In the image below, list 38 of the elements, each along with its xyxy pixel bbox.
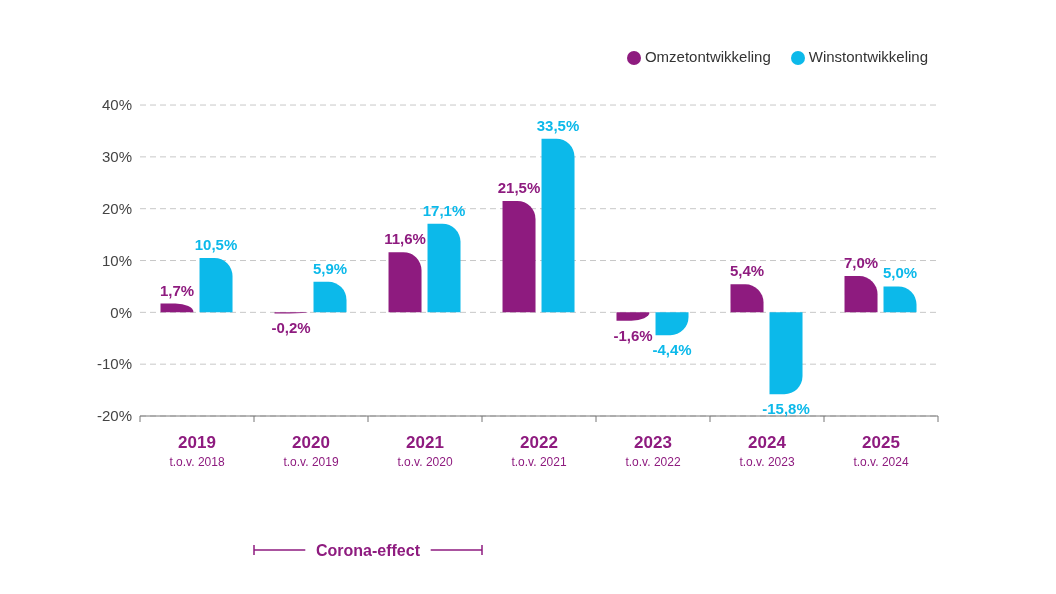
y-tick-label: 30%: [101, 148, 132, 166]
data-label: 5,9%: [312, 259, 348, 277]
bar: [388, 252, 422, 313]
y-tick-label: 40%: [101, 96, 132, 114]
y-tick-label: 0%: [110, 303, 132, 321]
text: Corona-effect: [315, 542, 421, 559]
data-label: -0,2%: [271, 319, 311, 337]
x-tick-label: 2025 t.o.v. 2024: [853, 433, 909, 469]
data-label: 10,5%: [194, 235, 238, 253]
x-tick-label: 2024 t.o.v. 2023: [739, 433, 795, 469]
data-label: 1,7%: [159, 281, 195, 299]
bar: [427, 223, 461, 313]
data-label: -1,6%: [613, 326, 653, 344]
x-tick-label: 2019 t.o.v. 2018: [169, 433, 225, 469]
data-label: 7,0%: [843, 254, 879, 272]
data-label: 33,5%: [536, 116, 580, 134]
x-tick-label: 2020 t.o.v. 2019: [283, 433, 339, 469]
bar: [769, 312, 803, 395]
bar: [502, 200, 536, 313]
y-tick-label: -20%: [96, 407, 132, 425]
x-tick-label: 2021 t.o.v. 2020: [397, 433, 453, 469]
data-label: 5,0%: [882, 264, 918, 282]
data-label: 5,4%: [729, 262, 765, 280]
data-label: -15,8%: [762, 400, 810, 418]
x-tick-label: 2023 t.o.v. 2022: [625, 433, 681, 469]
data-label: 21,5%: [497, 178, 541, 196]
data-label: 11,6%: [384, 230, 426, 248]
bar: [541, 138, 575, 313]
legend-label: Omzetontwikkeling: [644, 48, 771, 65]
x-tick-label: 2022 t.o.v. 2021: [511, 433, 567, 469]
data-label: -4,4%: [652, 341, 692, 359]
bar: [199, 257, 233, 313]
y-tick-label: 10%: [101, 251, 132, 269]
data-label: 17,1%: [422, 201, 466, 219]
legend-label: Winstontwikkeling: [808, 48, 928, 65]
bar: [844, 276, 878, 313]
y-tick-label: 20%: [101, 200, 132, 218]
y-tick-label: -10%: [96, 355, 132, 373]
